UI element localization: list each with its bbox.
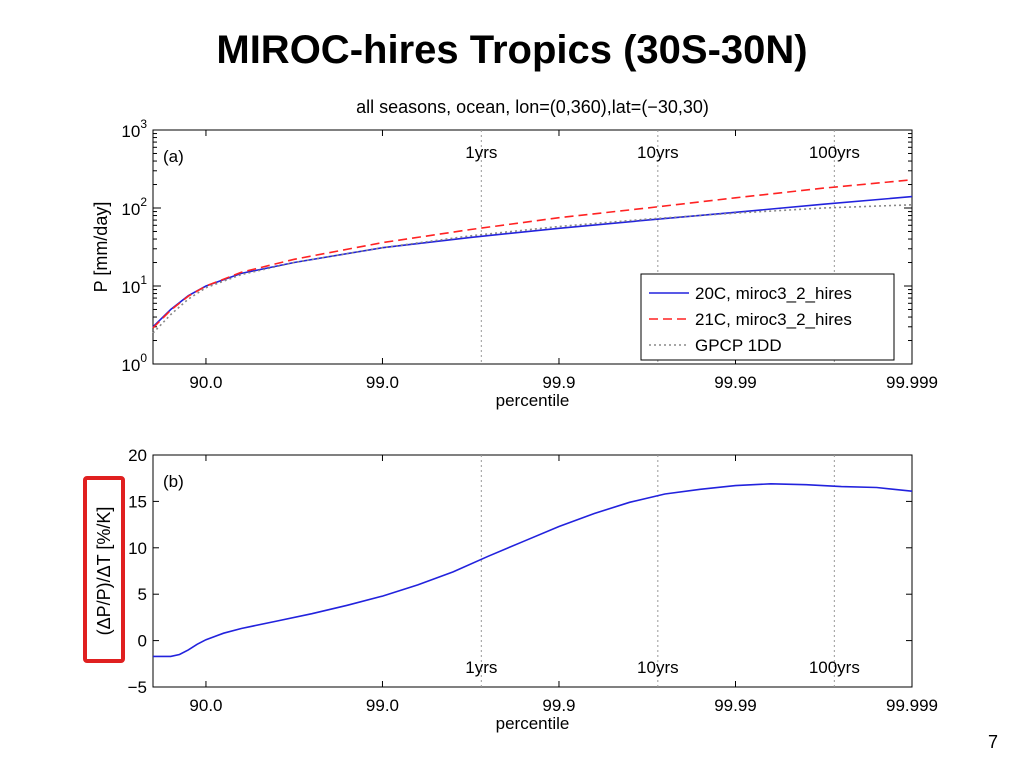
- x-axis-label-pb: percentile: [496, 714, 570, 733]
- return-period-label-pb: 10yrs: [637, 658, 679, 677]
- page-number: 7: [987, 732, 998, 752]
- return-period-label-pa: 100yrs: [809, 143, 860, 162]
- panel-label-pa: (a): [163, 147, 184, 166]
- x-tick-label-pb: 99.999: [886, 696, 938, 715]
- y-tick-label-pa: 103: [121, 117, 147, 141]
- series-line-pb: [153, 482, 913, 658]
- y-tick-label-pa: 100: [121, 351, 147, 375]
- series-line-pa: [152, 204, 913, 334]
- x-tick-label-pa: 99.999: [886, 373, 938, 392]
- y-axis-label-pa: P [mm/day]: [91, 202, 111, 293]
- x-axis-label-pa: percentile: [496, 391, 570, 410]
- legend-label: 20C, miroc3_2_hires: [695, 284, 852, 303]
- y-tick-label-pa: 102: [121, 195, 147, 219]
- x-tick-label-pa: 99.0: [366, 373, 399, 392]
- y-tick-label-pb: 5: [138, 585, 147, 604]
- return-period-label-pb: 1yrs: [465, 658, 497, 677]
- return-period-label-pb: 100yrs: [809, 658, 860, 677]
- legend-label: GPCP 1DD: [695, 336, 782, 355]
- y-axis-label-pb: (ΔP/P)/ΔT [%/K]: [94, 507, 114, 636]
- y-tick-label-pa: 101: [121, 273, 147, 297]
- y-tick-label-pb: −5: [128, 678, 147, 697]
- y-tick-label-pb: 10: [128, 539, 147, 558]
- ylabel-highlight-box: [83, 476, 125, 663]
- x-tick-label-pa: 90.0: [189, 373, 222, 392]
- panel-label-pb: (b): [163, 472, 184, 491]
- y-tick-label-pb: 0: [138, 632, 147, 651]
- legend-label: 21C, miroc3_2_hires: [695, 310, 852, 329]
- x-tick-label-pb: 99.9: [542, 696, 575, 715]
- x-tick-label-pb: 90.0: [189, 696, 222, 715]
- x-tick-label-pa: 99.9: [542, 373, 575, 392]
- slide-title: MIROC-hires Tropics (30S-30N): [216, 28, 808, 72]
- chart-title: all seasons, ocean, lon=(0,360),lat=(−30…: [356, 97, 709, 117]
- x-tick-label-pb: 99.0: [366, 696, 399, 715]
- y-tick-label-pb: 15: [128, 492, 147, 511]
- y-tick-label-pb: 20: [128, 446, 147, 465]
- series-line-pa: [152, 179, 913, 329]
- return-period-label-pa: 10yrs: [637, 143, 679, 162]
- return-period-label-pa: 1yrs: [465, 143, 497, 162]
- legend-box: [640, 273, 895, 361]
- x-tick-label-pa: 99.99: [714, 373, 757, 392]
- x-tick-label-pb: 99.99: [714, 696, 757, 715]
- plot-area-pb: [152, 454, 913, 688]
